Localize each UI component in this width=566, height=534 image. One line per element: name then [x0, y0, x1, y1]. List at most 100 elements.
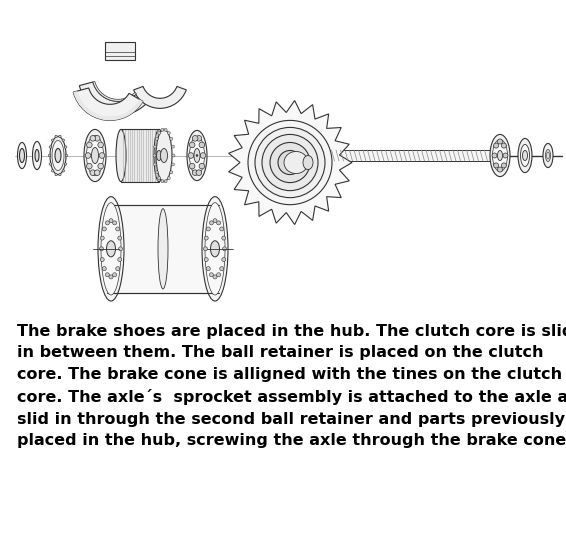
Circle shape [153, 154, 156, 157]
Wedge shape [79, 82, 146, 115]
Circle shape [164, 180, 167, 183]
Circle shape [167, 131, 170, 135]
Circle shape [113, 221, 117, 225]
Circle shape [90, 170, 96, 176]
Circle shape [118, 247, 122, 251]
Circle shape [153, 145, 157, 148]
Ellipse shape [546, 150, 551, 161]
Circle shape [161, 128, 164, 131]
Circle shape [65, 163, 67, 165]
Circle shape [49, 163, 52, 165]
Circle shape [196, 170, 201, 176]
Ellipse shape [18, 143, 27, 169]
Circle shape [55, 174, 57, 176]
Circle shape [503, 153, 508, 158]
Circle shape [213, 275, 217, 279]
Circle shape [100, 236, 104, 240]
Circle shape [95, 136, 100, 141]
Circle shape [498, 139, 503, 144]
Circle shape [87, 142, 92, 148]
Circle shape [109, 275, 113, 279]
Circle shape [204, 257, 208, 262]
Circle shape [209, 221, 213, 225]
Ellipse shape [490, 135, 510, 177]
Circle shape [105, 273, 109, 277]
Ellipse shape [492, 139, 508, 171]
Ellipse shape [87, 136, 104, 176]
Ellipse shape [284, 152, 308, 174]
Ellipse shape [55, 148, 61, 162]
Circle shape [270, 143, 310, 183]
Circle shape [213, 219, 217, 223]
Circle shape [217, 273, 221, 277]
Circle shape [62, 170, 65, 172]
Wedge shape [73, 91, 143, 120]
Circle shape [170, 137, 173, 140]
Ellipse shape [84, 129, 106, 182]
Circle shape [171, 163, 174, 166]
Circle shape [115, 227, 120, 231]
Circle shape [199, 163, 205, 169]
Ellipse shape [518, 138, 532, 172]
Polygon shape [229, 100, 352, 225]
Circle shape [200, 153, 206, 158]
Circle shape [105, 221, 109, 225]
Circle shape [153, 163, 157, 166]
Ellipse shape [194, 148, 200, 162]
Circle shape [501, 143, 507, 148]
Circle shape [171, 145, 174, 148]
Circle shape [113, 273, 117, 277]
Ellipse shape [101, 203, 121, 295]
Ellipse shape [187, 130, 207, 180]
Ellipse shape [190, 137, 204, 175]
Circle shape [192, 136, 198, 141]
Ellipse shape [158, 209, 168, 289]
Ellipse shape [154, 129, 164, 182]
Ellipse shape [205, 203, 225, 295]
Circle shape [196, 154, 198, 156]
Wedge shape [134, 87, 186, 108]
Circle shape [49, 146, 52, 148]
Circle shape [222, 247, 226, 251]
Circle shape [65, 154, 68, 156]
Bar [315, 150, 490, 161]
Circle shape [278, 151, 302, 175]
Ellipse shape [19, 148, 24, 162]
Circle shape [158, 177, 161, 179]
Circle shape [85, 153, 91, 158]
Ellipse shape [106, 241, 115, 257]
Ellipse shape [211, 241, 220, 257]
Circle shape [59, 135, 61, 138]
Circle shape [65, 146, 67, 148]
Ellipse shape [35, 150, 39, 161]
Ellipse shape [543, 144, 553, 168]
Circle shape [255, 128, 325, 198]
Circle shape [190, 142, 195, 148]
Circle shape [98, 163, 104, 169]
Circle shape [102, 227, 106, 231]
Circle shape [204, 247, 208, 251]
Circle shape [102, 266, 106, 271]
Circle shape [222, 257, 226, 262]
Circle shape [87, 163, 92, 169]
Circle shape [206, 266, 211, 271]
Ellipse shape [32, 142, 41, 170]
Circle shape [155, 171, 158, 174]
Circle shape [172, 154, 175, 157]
Ellipse shape [52, 140, 64, 170]
Circle shape [494, 143, 499, 148]
Circle shape [248, 120, 332, 205]
Circle shape [220, 227, 224, 231]
Circle shape [48, 154, 51, 156]
Circle shape [155, 137, 158, 140]
Circle shape [161, 180, 164, 183]
Ellipse shape [498, 151, 503, 161]
Bar [107, 205, 219, 293]
Circle shape [170, 171, 173, 174]
Ellipse shape [521, 145, 530, 167]
Ellipse shape [116, 129, 126, 182]
Circle shape [188, 153, 194, 158]
Circle shape [109, 219, 113, 223]
Circle shape [95, 170, 100, 176]
Circle shape [98, 142, 104, 148]
